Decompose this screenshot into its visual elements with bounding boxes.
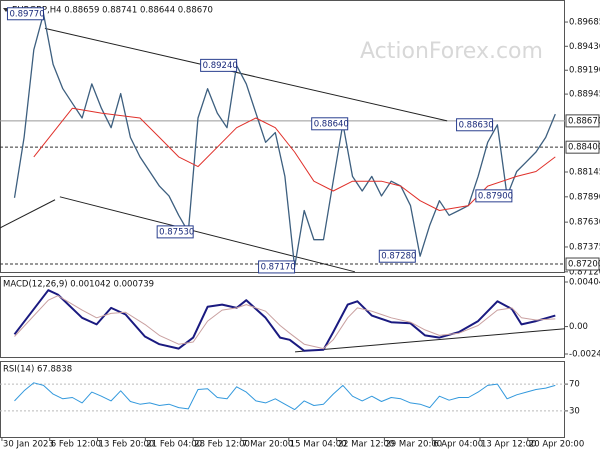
level-box xyxy=(565,114,600,128)
price-callout xyxy=(156,225,194,239)
x-tick-label: 30 Jan 2023 xyxy=(3,440,54,450)
level-box xyxy=(565,140,600,154)
y-tick-label: 0.89685 xyxy=(569,18,600,28)
trend-line xyxy=(44,27,448,122)
y-tick-label: 30 xyxy=(569,406,580,416)
price-callout xyxy=(200,58,238,72)
price-callout-label: 0.87900 xyxy=(478,191,513,201)
price-callout-label: 0.87170 xyxy=(261,262,296,272)
price-callout xyxy=(456,118,494,132)
series-line xyxy=(33,107,556,211)
price-callout-label: 0.88630 xyxy=(459,120,494,130)
level-label: 0.88670 xyxy=(568,116,600,126)
y-tick-label: 0.87375 xyxy=(569,242,600,252)
x-tick-label: 20 Apr 20:00 xyxy=(529,440,584,450)
series-line xyxy=(13,13,556,268)
x-tick-label: 13 Feb 20:00 xyxy=(99,440,155,450)
price-callout-label: 0.88640 xyxy=(314,119,349,129)
x-tick-label: 28 Feb 12:00 xyxy=(194,440,250,450)
price-callout xyxy=(6,7,44,21)
x-tick-label: 29 Mar 20:00 xyxy=(385,440,442,450)
chart-title: EURGBP,H4 0.88659 0.88741 0.88644 0.8867… xyxy=(12,6,213,16)
rsi-panel xyxy=(0,361,565,438)
rsi-title: RSI(14) 67.8838 xyxy=(3,365,72,375)
trend-line xyxy=(59,196,356,273)
macd-title: MACD(12,26,9) 0.001042 0.000739 xyxy=(3,280,154,290)
y-tick-label: 0.89436 xyxy=(569,42,600,52)
x-tick-label: 15 Mar 04:00 xyxy=(290,440,347,450)
price-callout xyxy=(311,117,349,131)
price-callout-label: 0.89770 xyxy=(9,9,44,19)
y-tick-label: 70 xyxy=(569,380,580,390)
trend-line xyxy=(295,328,566,353)
level-label: 0.87200 xyxy=(568,260,600,270)
y-tick-label: 0.004049 xyxy=(569,278,600,288)
price-callout xyxy=(258,260,296,274)
series-line xyxy=(14,382,556,411)
series-line xyxy=(13,289,556,352)
price-callout xyxy=(378,249,416,263)
y-tick-label: 0.87120 xyxy=(569,267,600,277)
y-tick-label: 0.88945 xyxy=(569,90,600,100)
y-tick-label: 0.88145 xyxy=(569,167,600,177)
watermark: ActionForex.com xyxy=(360,39,543,64)
x-tick-label: 7 Mar 20:00 xyxy=(242,440,293,450)
price-callout-label: 0.87280 xyxy=(381,252,416,262)
y-tick-label: -0.002492 xyxy=(569,350,600,360)
price-callout xyxy=(475,189,513,203)
series-line xyxy=(14,295,556,350)
x-tick-label: 6 Apr 04:00 xyxy=(433,440,483,450)
x-tick-label: 13 Apr 12:00 xyxy=(481,440,536,450)
macd-panel xyxy=(0,276,565,358)
price-callout-label: 0.89240 xyxy=(203,61,238,71)
level-label: 0.88400 xyxy=(568,143,600,153)
level-box xyxy=(565,257,600,271)
y-tick-label: 0.00 xyxy=(569,322,588,332)
trend-line xyxy=(0,199,56,229)
x-tick-label: 6 Feb 12:00 xyxy=(51,440,101,450)
price-callout-label: 0.87530 xyxy=(159,227,194,237)
x-tick-label: 21 Feb 04:00 xyxy=(146,440,202,450)
x-tick-label: 22 Mar 12:00 xyxy=(338,440,395,450)
